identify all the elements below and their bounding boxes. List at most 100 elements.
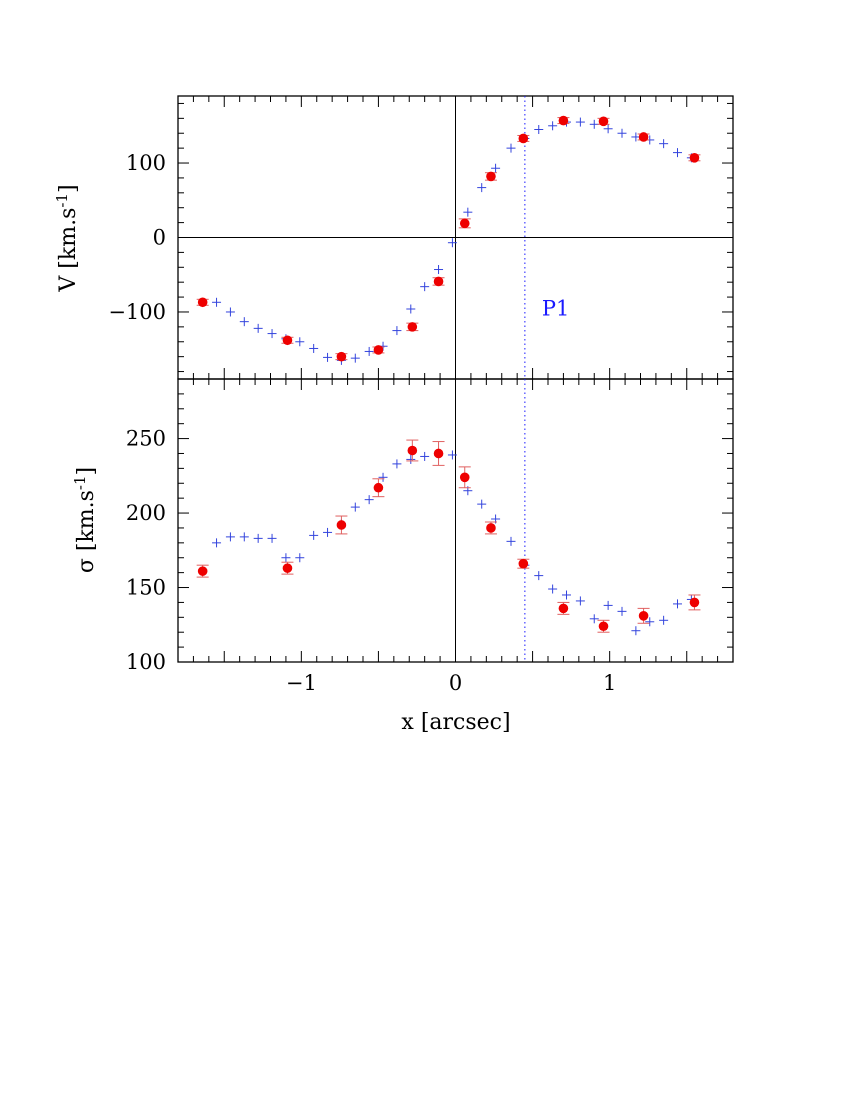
bottom-plus-point [267,533,277,543]
top-plus-point [420,282,430,292]
bottom-plus-point [239,532,249,542]
bottom-y-label-main: σ [km.s [74,490,99,573]
top-plus-point [603,124,613,134]
bottom-plus-point [350,502,360,512]
bottom-plus-point [477,499,487,509]
bottom-y-tick-label: 250 [126,427,166,451]
bottom-plus-point [295,553,305,563]
top-plus-point [506,143,516,153]
bottom-plus-point [212,538,222,548]
bottom-y-label-close: ] [74,467,99,476]
top-plus-point [673,148,682,158]
bottom-data-point [281,561,294,575]
bottom-data-point [557,601,570,615]
top-data-point [458,218,471,229]
top-data-point [372,345,385,355]
x-tick-label: 0 [449,671,462,695]
bottom-plus-point [253,533,263,543]
p1-label: P1 [542,296,570,320]
bottom-y-tick-label: 200 [126,501,166,525]
top-y-label-main: V [km.s [56,208,81,293]
bottom-plus-point [281,553,291,563]
bottom-plus-point [617,606,627,616]
top-y-label-sup: -1 [53,193,71,208]
bottom-data-point [335,515,348,535]
top-plus-point [253,323,263,333]
x-tick-label: −1 [286,671,317,695]
bottom-y-tick-label: 150 [126,576,166,600]
top-plus-point [392,326,402,336]
top-plus-point [350,353,360,363]
bottom-plus-point [406,454,416,464]
top-plus-point [447,238,457,248]
bottom-data-point [458,466,471,489]
velocity-panel: −100 0 100 P1 [108,95,734,380]
top-plus-point [659,139,669,149]
top-plus-point [406,304,416,314]
dispersion-panel: 100 150 200 250 −1 0 1 [126,378,734,695]
top-data-point [637,132,650,142]
top-data-point [432,276,445,287]
top-y-label-close: ] [56,184,81,193]
bottom-plus-point [645,617,655,627]
top-plus-point [534,125,544,135]
bottom-y-axis-label: σ [km.s-1] [71,467,99,573]
bottom-data-point [432,441,445,466]
top-plus-point [267,329,277,339]
bottom-data-point [196,564,209,578]
bottom-plus-point [225,532,235,542]
bottom-plus-point [589,614,599,624]
top-y-tick-label: 100 [126,151,166,175]
bottom-plus-point [392,459,402,469]
top-plus-point [589,119,599,129]
top-plus-point [295,337,305,347]
bottom-plus-point [673,599,682,609]
top-data-point [335,351,348,362]
top-plus-point [225,307,235,317]
top-plus-point [491,163,501,173]
top-data-point [484,171,497,182]
bottom-plus-point [309,530,319,540]
top-plus-point [239,317,249,327]
top-plus-point [617,128,627,138]
top-plus-point [323,352,333,362]
top-data-point [281,335,294,346]
top-data-point [688,153,701,163]
top-plus-point [477,183,487,193]
bottom-plus-point [534,571,544,581]
top-data-point [557,115,570,126]
top-plus-point [364,346,374,356]
bottom-plus-point [603,600,613,610]
top-plus-point [212,297,222,307]
bottom-data-point [372,478,385,498]
top-data-point [517,133,530,144]
bottom-plus-point [447,450,457,460]
bottom-plus-point [364,495,374,505]
bottom-plus-point [506,536,516,546]
bottom-data-point [484,521,497,535]
bottom-y-tick-label: 100 [126,650,166,674]
bottom-plus-point [323,527,333,537]
top-data-point [597,116,610,127]
bottom-y-label-sup: -1 [71,475,89,490]
bottom-plus-point [420,451,430,461]
bottom-plus-point [548,584,558,594]
top-y-tick-label: 0 [153,226,166,250]
bottom-data-point [406,439,419,462]
bottom-plus-point [659,615,669,625]
top-data-point [196,297,209,308]
x-axis-label: x [arcsec] [401,710,510,735]
x-tick-label: 1 [603,671,616,695]
top-y-tick-label: −100 [108,300,166,324]
bottom-plus-point [631,626,641,636]
bottom-data-point [688,594,701,611]
top-y-axis-label: V [km.s-1] [53,184,81,292]
top-data-point [406,322,419,332]
bottom-plus-point [378,472,388,482]
bottom-data-point [597,619,610,633]
top-plus-point [434,265,444,275]
bottom-data-point [637,607,650,624]
bottom-data-point [517,558,530,569]
top-plus-point [309,343,319,353]
top-plus-point [548,121,558,131]
